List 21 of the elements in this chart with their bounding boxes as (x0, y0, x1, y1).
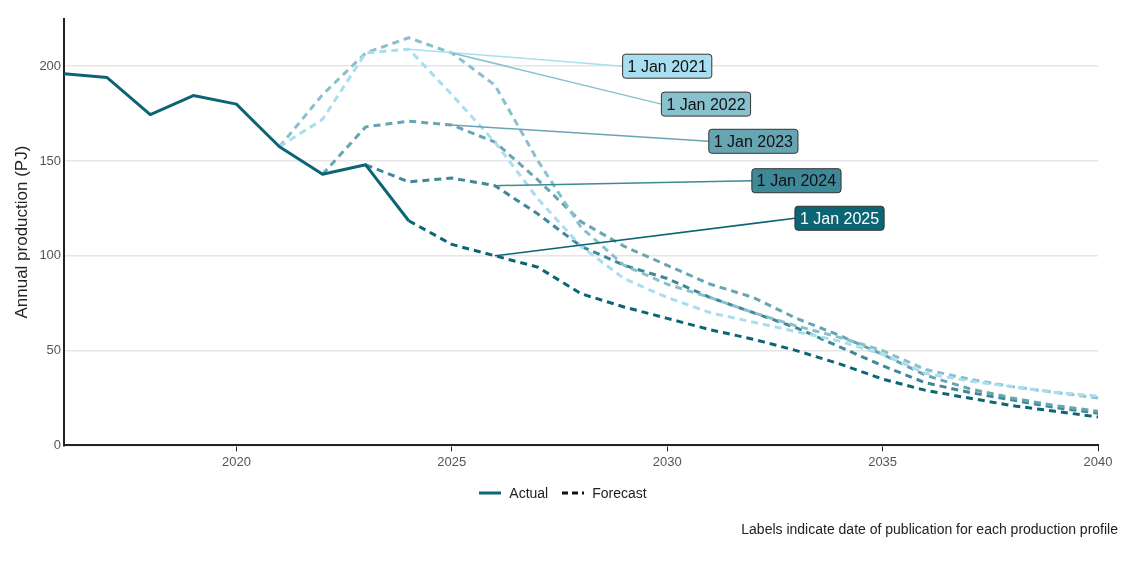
line-series (364, 163, 1098, 415)
text: Labels indicate date of publication for each production profile (740, 521, 1118, 537)
text: 1 Jan 2023 (713, 132, 794, 150)
text: 1 Jan 2021 (627, 57, 707, 75)
y-tick-label: 150 (39, 152, 62, 168)
y-tick-label: 200 (39, 57, 62, 73)
y-axis-title: Annual production (PJ) (11, 145, 31, 319)
x-tick-label: 2020 (221, 453, 251, 469)
text: Forecast (592, 485, 647, 501)
x-tick-label: 2025 (437, 453, 467, 469)
x-tick-label: 2040 (1083, 453, 1113, 469)
line-series (321, 119, 1098, 413)
text: 1 Jan 2025 (799, 209, 880, 227)
x-tick-label: 2035 (868, 453, 898, 469)
legend-label: Actual (509, 485, 549, 501)
text: 1 Jan 2024 (756, 172, 837, 190)
text: 1 Jan 2022 (666, 95, 746, 113)
y-tick-label: 50 (46, 342, 62, 358)
y-tick-label: 100 (39, 247, 62, 263)
y-tick-label: 0 (53, 436, 62, 452)
x-tick-label: 2030 (652, 453, 682, 469)
